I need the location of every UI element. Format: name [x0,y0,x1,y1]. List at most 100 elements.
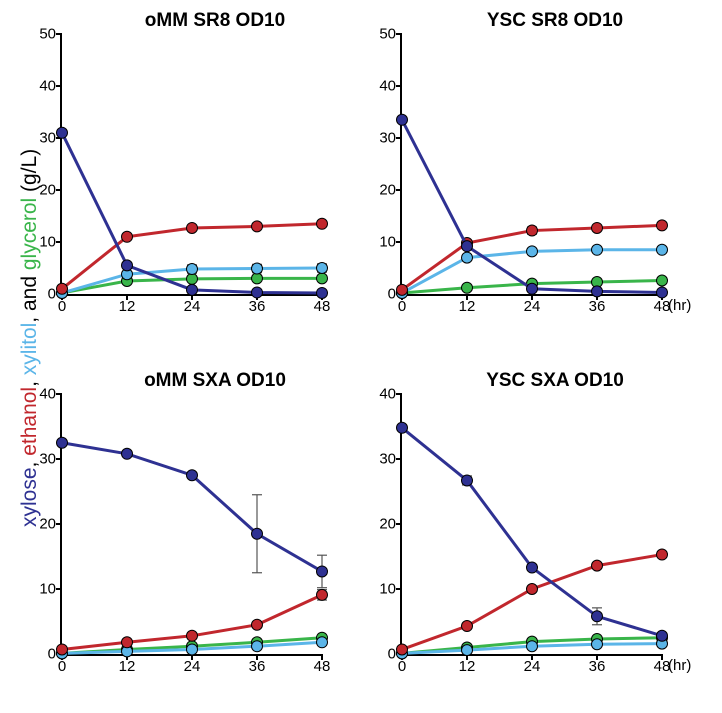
y-tick-label: 10 [39,581,62,598]
y-tick-label: 20 [379,182,402,199]
marker-xylose [462,241,473,252]
marker-xylose [317,566,328,577]
marker-xylitol [592,639,603,650]
panel-grid: oMM SR8 OD1001020304050012243648YSC SR8 … [60,10,710,700]
marker-ethanol [527,584,538,595]
marker-ethanol [187,222,198,233]
x-tick-label: 12 [119,294,136,315]
y-tick-label: 20 [379,516,402,533]
x-unit-label: (hr) [668,297,691,314]
marker-xylitol [527,246,538,257]
x-tick-label: 48 [314,654,331,675]
marker-xylitol [187,264,198,275]
marker-xylose [57,437,68,448]
marker-xylose [397,422,408,433]
marker-ethanol [397,284,408,295]
marker-glycerol [317,273,328,284]
marker-ethanol [57,283,68,294]
plot-area: 01020304050012243648 [60,34,322,296]
y-tick-label: 40 [39,386,62,403]
chart-panel: oMM SXA OD10010203040012243648 [60,370,370,700]
y-tick-label: 50 [39,26,62,43]
marker-xylose [397,114,408,125]
series-line-xylose [62,443,322,572]
marker-xylose [252,287,263,298]
x-tick-label: 24 [184,654,201,675]
marker-xylitol [592,244,603,255]
x-tick-label: 24 [524,294,541,315]
x-tick-label: 12 [459,654,476,675]
y-tick-label: 10 [379,581,402,598]
marker-xylose [187,470,198,481]
marker-xylitol [317,263,328,274]
marker-xylitol [527,641,538,652]
marker-xylitol [462,645,473,656]
marker-ethanol [252,619,263,630]
marker-ethanol [592,560,603,571]
marker-ethanol [122,231,133,242]
marker-xylose [527,562,538,573]
panel-title: oMM SXA OD10 [60,370,370,392]
marker-xylose [592,286,603,297]
marker-ethanol [527,225,538,236]
marker-ethanol [187,630,198,641]
marker-xylitol [317,637,328,648]
marker-xylose [187,284,198,295]
marker-xylitol [252,263,263,274]
x-tick-label: 36 [589,654,606,675]
panel-title: YSC SXA OD10 [400,370,710,392]
marker-xylose [252,528,263,539]
marker-xylose [462,475,473,486]
plot-svg [62,34,322,294]
x-tick-label: 24 [524,654,541,675]
series-line-xylose [402,428,662,636]
marker-xylose [527,283,538,294]
panel-title: oMM SR8 OD10 [60,10,370,32]
marker-glycerol [252,273,263,284]
y-tick-label: 20 [39,516,62,533]
marker-xylitol [657,244,668,255]
plot-svg [402,34,662,294]
plot-area: 010203040012243648(hr) [400,394,662,656]
marker-xylose [657,630,668,641]
x-tick-label: 24 [184,294,201,315]
marker-ethanol [57,644,68,655]
x-tick-label: 36 [249,654,266,675]
y-tick-label: 30 [379,451,402,468]
y-tick-label: 10 [379,234,402,251]
chart-panel: YSC SR8 OD1001020304050012243648(hr) [400,10,710,340]
chart-panel: oMM SR8 OD1001020304050012243648 [60,10,370,340]
y-tick-label: 20 [39,182,62,199]
marker-xylitol [187,644,198,655]
y-tick-label: 40 [39,78,62,95]
marker-ethanol [317,218,328,229]
marker-ethanol [397,644,408,655]
marker-xylose [657,287,668,298]
plot-svg [62,394,322,654]
x-tick-label: 12 [459,294,476,315]
y-tick-label: 40 [379,78,402,95]
panel-title: YSC SR8 OD10 [400,10,710,32]
x-unit-label: (hr) [668,657,691,674]
y-tick-label: 10 [39,234,62,251]
y-tick-label: 40 [379,386,402,403]
plot-area: 010203040012243648 [60,394,322,656]
marker-ethanol [122,637,133,648]
chart-panel: YSC SXA OD10010203040012243648(hr) [400,370,710,700]
marker-xylose [592,611,603,622]
plot-area: 01020304050012243648(hr) [400,34,662,296]
marker-xylose [57,127,68,138]
marker-xylitol [252,641,263,652]
marker-ethanol [657,549,668,560]
marker-ethanol [317,589,328,600]
marker-xylose [122,260,133,271]
y-tick-label: 30 [39,451,62,468]
marker-xylitol [462,252,473,263]
marker-glycerol [187,273,198,284]
series-line-xylose [402,120,662,293]
y-tick-label: 30 [379,130,402,147]
marker-xylose [317,287,328,298]
marker-xylose [122,448,133,459]
marker-ethanol [592,222,603,233]
marker-ethanol [657,220,668,231]
